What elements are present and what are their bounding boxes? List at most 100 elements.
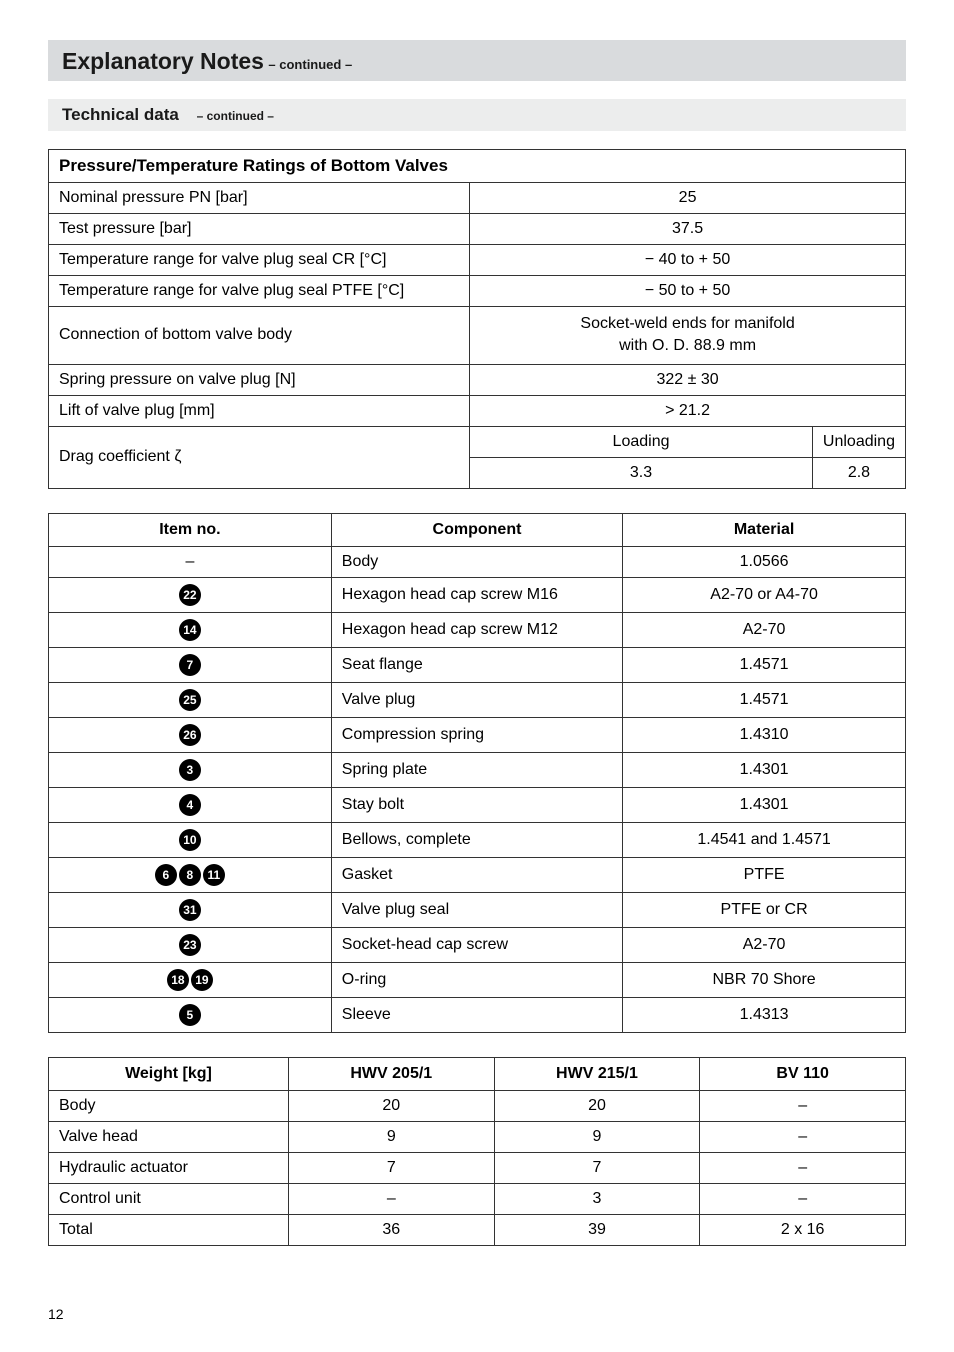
t3-header: Weight [kg]	[49, 1057, 289, 1090]
subsection-header: Technical data – continued –	[48, 99, 906, 131]
t1-drag-v1: 3.3	[470, 457, 813, 488]
item-badge: 14	[179, 619, 201, 641]
t3-label: Control unit	[49, 1183, 289, 1214]
t2-component: Valve plug seal	[331, 892, 622, 927]
t2-component: Hexagon head cap screw M16	[331, 577, 622, 612]
t3-label: Hydraulic actuator	[49, 1152, 289, 1183]
t2-header: Component	[331, 513, 622, 546]
t1-drag-h2: Unloading	[812, 426, 905, 457]
t2-material: 1.0566	[623, 546, 906, 577]
t1-label: Connection of bottom valve body	[49, 307, 470, 365]
t1-header: Pressure/Temperature Ratings of Bottom V…	[49, 150, 906, 183]
t2-component: Bellows, complete	[331, 822, 622, 857]
t3-value: 20	[288, 1090, 494, 1121]
t2-item-no: 6811	[49, 857, 332, 892]
t2-component: Body	[331, 546, 622, 577]
t3-value: 9	[494, 1121, 700, 1152]
item-badge: 5	[179, 1004, 201, 1026]
t3-label: Body	[49, 1090, 289, 1121]
item-badge: 10	[179, 829, 201, 851]
pressure-temperature-table: Pressure/Temperature Ratings of Bottom V…	[48, 149, 906, 489]
t2-item-no: 22	[49, 577, 332, 612]
t2-item-no: 7	[49, 647, 332, 682]
t2-component: Stay bolt	[331, 787, 622, 822]
t2-material: 1.4541 and 1.4571	[623, 822, 906, 857]
item-badge: 22	[179, 584, 201, 606]
t2-material: A2-70	[623, 612, 906, 647]
t1-value: > 21.2	[470, 395, 906, 426]
item-badge: 25	[179, 689, 201, 711]
t3-value: 3	[494, 1183, 700, 1214]
item-badge: 8	[179, 864, 201, 886]
t1-value: 322 ± 30	[470, 364, 906, 395]
t2-component: Compression spring	[331, 717, 622, 752]
weight-table: Weight [kg] HWV 205/1 HWV 215/1 BV 110 B…	[48, 1057, 906, 1246]
item-badge: 18	[167, 969, 189, 991]
t3-value: 7	[494, 1152, 700, 1183]
item-badge: 26	[179, 724, 201, 746]
t2-material: A2-70	[623, 927, 906, 962]
t3-value: –	[700, 1152, 906, 1183]
t2-component: Seat flange	[331, 647, 622, 682]
t1-value: − 40 to + 50	[470, 245, 906, 276]
t1-drag-h1: Loading	[470, 426, 813, 457]
t3-value: 36	[288, 1214, 494, 1245]
t2-material: 1.4310	[623, 717, 906, 752]
item-badge: 3	[179, 759, 201, 781]
t3-value: –	[700, 1121, 906, 1152]
t1-label: Test pressure [bar]	[49, 214, 470, 245]
t1-label: Spring pressure on valve plug [N]	[49, 364, 470, 395]
t2-material: A2-70 or A4-70	[623, 577, 906, 612]
t2-component: Socket-head cap screw	[331, 927, 622, 962]
t2-component: Valve plug	[331, 682, 622, 717]
t2-material: 1.4313	[623, 997, 906, 1032]
section-title: Explanatory Notes	[62, 48, 264, 74]
t2-component: Gasket	[331, 857, 622, 892]
t1-value: − 50 to + 50	[470, 276, 906, 307]
t2-item-no: 10	[49, 822, 332, 857]
t1-value-line: Socket-weld ends for manifold	[580, 315, 794, 332]
t3-value: –	[288, 1183, 494, 1214]
t1-value: Socket-weld ends for manifold with O. D.…	[470, 307, 906, 365]
t3-value: 2 x 16	[700, 1214, 906, 1245]
t2-material: 1.4301	[623, 752, 906, 787]
page-number: 12	[48, 1306, 906, 1322]
t2-header: Material	[623, 513, 906, 546]
t2-item-no: 14	[49, 612, 332, 647]
item-badge: 11	[203, 864, 225, 886]
t3-label: Total	[49, 1214, 289, 1245]
t2-item-no: 1819	[49, 962, 332, 997]
t2-component: Hexagon head cap screw M12	[331, 612, 622, 647]
t2-component: O-ring	[331, 962, 622, 997]
t2-item-no: 31	[49, 892, 332, 927]
item-badge: 6	[155, 864, 177, 886]
t2-item-no: 4	[49, 787, 332, 822]
t2-material: 1.4571	[623, 647, 906, 682]
t2-material: 1.4301	[623, 787, 906, 822]
t1-value: 37.5	[470, 214, 906, 245]
t2-item-no: 5	[49, 997, 332, 1032]
t2-item-no: 26	[49, 717, 332, 752]
section-header: Explanatory Notes – continued –	[48, 40, 906, 81]
t2-item-no: 3	[49, 752, 332, 787]
t2-material: 1.4571	[623, 682, 906, 717]
t2-header: Item no.	[49, 513, 332, 546]
t3-label: Valve head	[49, 1121, 289, 1152]
item-badge: 23	[179, 934, 201, 956]
t2-material: PTFE	[623, 857, 906, 892]
t2-item-no: 23	[49, 927, 332, 962]
t3-value: 39	[494, 1214, 700, 1245]
t2-component: Spring plate	[331, 752, 622, 787]
t3-value: –	[700, 1090, 906, 1121]
t1-label: Temperature range for valve plug seal CR…	[49, 245, 470, 276]
t1-drag-label: Drag coefficient ζ	[49, 426, 470, 488]
section-continued: – continued –	[268, 57, 352, 72]
item-badge: 7	[179, 654, 201, 676]
subsection-continued: – continued –	[197, 109, 274, 123]
t3-header: HWV 205/1	[288, 1057, 494, 1090]
t3-header: HWV 215/1	[494, 1057, 700, 1090]
t3-value: 9	[288, 1121, 494, 1152]
t1-value-line: with O. D. 88.9 mm	[619, 337, 756, 354]
t1-label: Nominal pressure PN [bar]	[49, 183, 470, 214]
t1-drag-v2: 2.8	[812, 457, 905, 488]
